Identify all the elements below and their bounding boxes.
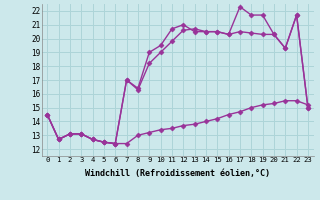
X-axis label: Windchill (Refroidissement éolien,°C): Windchill (Refroidissement éolien,°C) xyxy=(85,169,270,178)
